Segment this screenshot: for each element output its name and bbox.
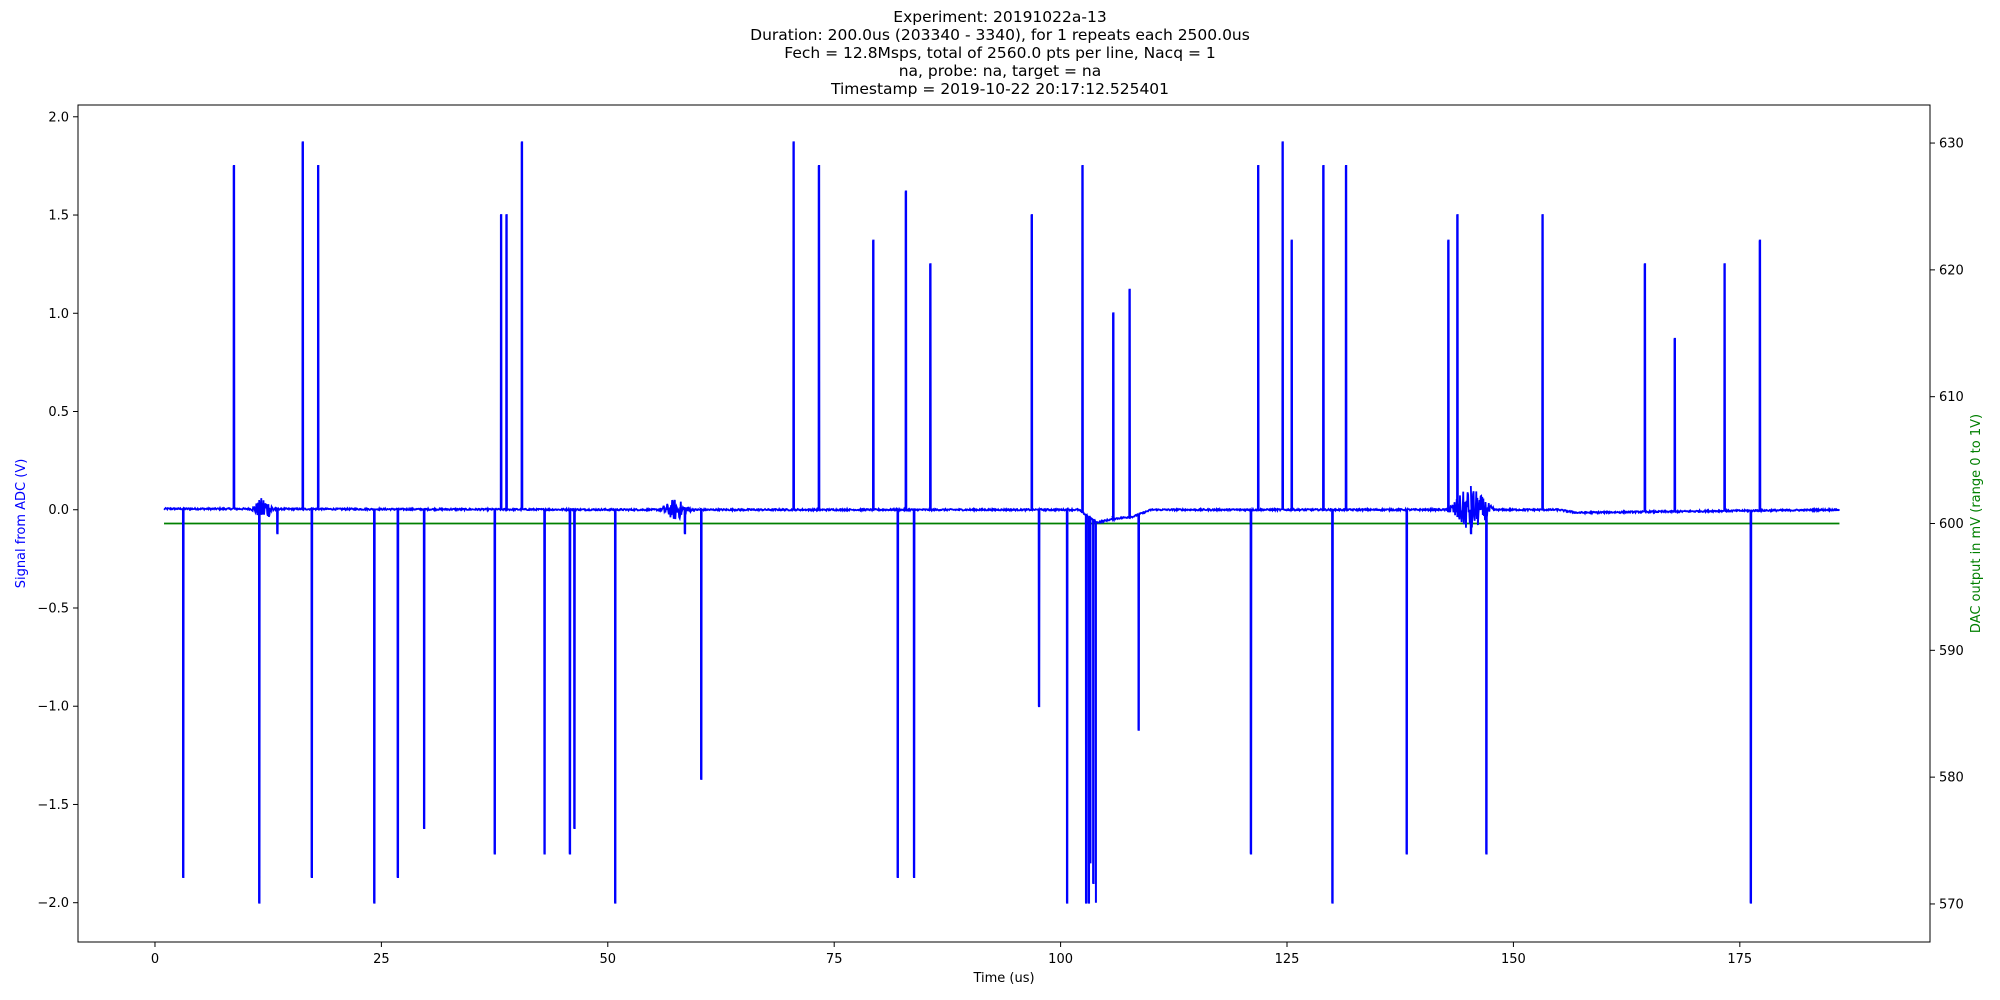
adc-series-layer xyxy=(163,141,1841,904)
adc-series-line xyxy=(163,141,1841,904)
y-left-tick-label: 0.0 xyxy=(48,503,69,518)
x-tick-label: 0 xyxy=(151,952,159,967)
y-left-axis-ticks: −2.0 −1.5 −1.0 −0.5 0.0 0.5 1.0 1.5 2.0 xyxy=(37,110,78,911)
title-line-experiment: Experiment: 20191022a-13 xyxy=(893,8,1107,26)
y-left-axis-label: Signal from ADC (V) xyxy=(14,459,29,589)
y-right-tick-label: 610 xyxy=(1939,390,1964,405)
y-left-tick-label: −2.0 xyxy=(37,896,69,911)
y-right-tick-label: 600 xyxy=(1939,517,1964,532)
x-tick-label: 75 xyxy=(826,952,843,967)
y-left-tick-label: 1.0 xyxy=(48,307,69,322)
x-tick-label: 175 xyxy=(1727,952,1752,967)
y-right-tick-label: 630 xyxy=(1939,137,1964,152)
y-left-tick-label: −1.5 xyxy=(37,798,69,813)
title-line-timestamp: Timestamp = 2019-10-22 20:17:12.525401 xyxy=(830,80,1170,98)
x-tick-label: 125 xyxy=(1275,952,1300,967)
x-axis-label: Time (us) xyxy=(972,971,1034,986)
y-right-axis-label: DAC output in mV (range 0 to 1V) xyxy=(1969,414,1984,633)
y-left-tick-label: 0.5 xyxy=(48,405,69,420)
y-left-tick-label: −0.5 xyxy=(37,601,69,616)
y-right-tick-label: 620 xyxy=(1939,263,1964,278)
title-line-duration: Duration: 200.0us (203340 - 3340), for 1… xyxy=(750,26,1250,44)
y-right-tick-label: 570 xyxy=(1939,897,1964,912)
x-tick-label: 100 xyxy=(1048,952,1073,967)
y-right-axis-ticks: 570 580 590 600 610 620 630 xyxy=(1930,137,1964,912)
y-left-tick-label: 2.0 xyxy=(48,110,69,125)
x-tick-label: 25 xyxy=(373,952,390,967)
x-tick-label: 50 xyxy=(600,952,617,967)
title-line-sampling: Fech = 12.8Msps, total of 2560.0 pts per… xyxy=(784,44,1216,62)
y-right-tick-label: 590 xyxy=(1939,644,1964,659)
y-left-tick-label: 1.5 xyxy=(48,209,69,224)
x-axis-ticks: 0 25 50 75 100 125 150 175 xyxy=(151,942,1752,967)
title-line-probe: na, probe: na, target = na xyxy=(898,62,1102,80)
y-left-tick-label: −1.0 xyxy=(37,700,69,715)
y-right-tick-label: 580 xyxy=(1939,771,1964,786)
chart-title: Experiment: 20191022a-13 Duration: 200.0… xyxy=(0,8,2000,98)
x-tick-label: 150 xyxy=(1501,952,1526,967)
